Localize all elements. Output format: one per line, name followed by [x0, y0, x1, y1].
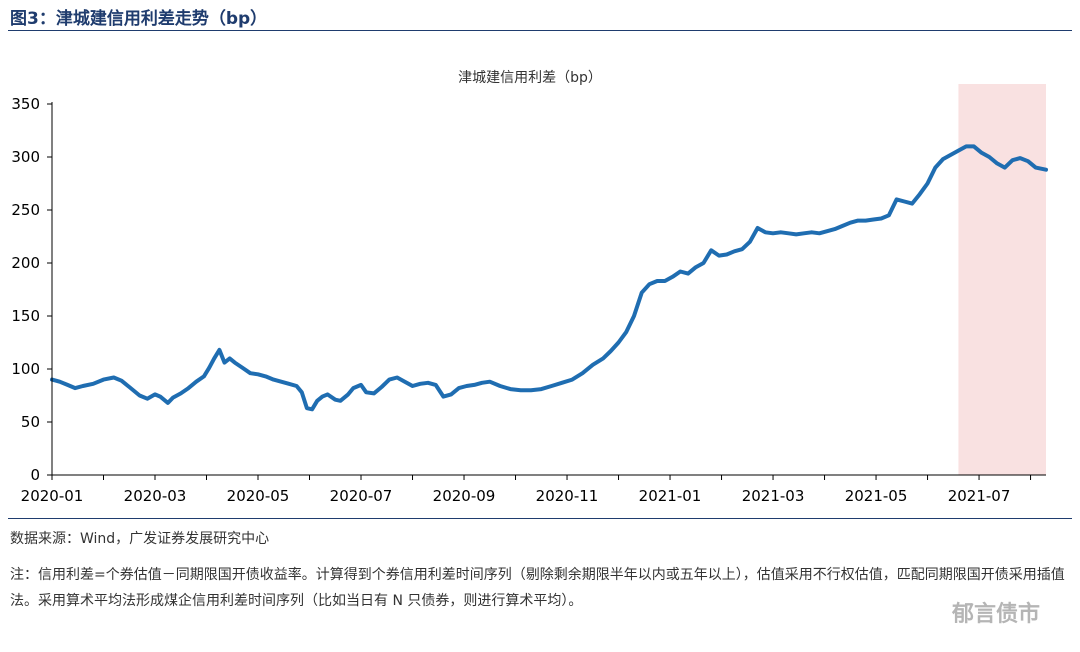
- x-tick-label: 2020-01: [21, 487, 84, 505]
- x-tick-label: 2021-05: [845, 487, 908, 505]
- y-tick-label: 200: [11, 254, 40, 272]
- x-tick-label: 2020-07: [330, 487, 393, 505]
- y-tick-label: 150: [11, 307, 40, 325]
- title-rule: [8, 30, 1072, 31]
- series-line: [50, 144, 1048, 412]
- spread-line-chart: 津城建信用利差（bp） 0 50 100 150 200 250 300 350 2020-01…: [11, 70, 1048, 505]
- chart-title: 津城建信用利差（bp）: [458, 70, 602, 86]
- highlight-region: [958, 84, 1046, 475]
- watermark: 郁言债市: [951, 602, 1040, 627]
- x-tick-label: 2021-07: [948, 487, 1011, 505]
- x-tick-label: 2021-03: [742, 487, 805, 505]
- figure-title: 图3：津城建信用利差走势（bp）: [10, 9, 268, 29]
- y-tick-label: 50: [21, 413, 40, 431]
- x-tick-label: 2020-09: [433, 487, 496, 505]
- footnote: 注：信用利差=个券估值－同期限国开债收益率。计算得到个券信用利差时间序列（剔除剩…: [10, 567, 1065, 609]
- y-tick-label: 300: [11, 148, 40, 166]
- y-tick-label: 0: [30, 466, 40, 484]
- footer-rule: [8, 518, 1072, 519]
- data-source: 数据来源：Wind，广发证券发展研究中心: [10, 531, 270, 547]
- y-tick-label: 350: [11, 95, 40, 113]
- y-tick-label: 250: [11, 201, 40, 219]
- x-tick-label: 2020-03: [124, 487, 187, 505]
- x-tick-label: 2020-05: [227, 487, 290, 505]
- y-tick-label: 100: [11, 360, 40, 378]
- x-tick-label: 2021-01: [639, 487, 702, 505]
- x-tick-label: 2020-11: [536, 487, 599, 505]
